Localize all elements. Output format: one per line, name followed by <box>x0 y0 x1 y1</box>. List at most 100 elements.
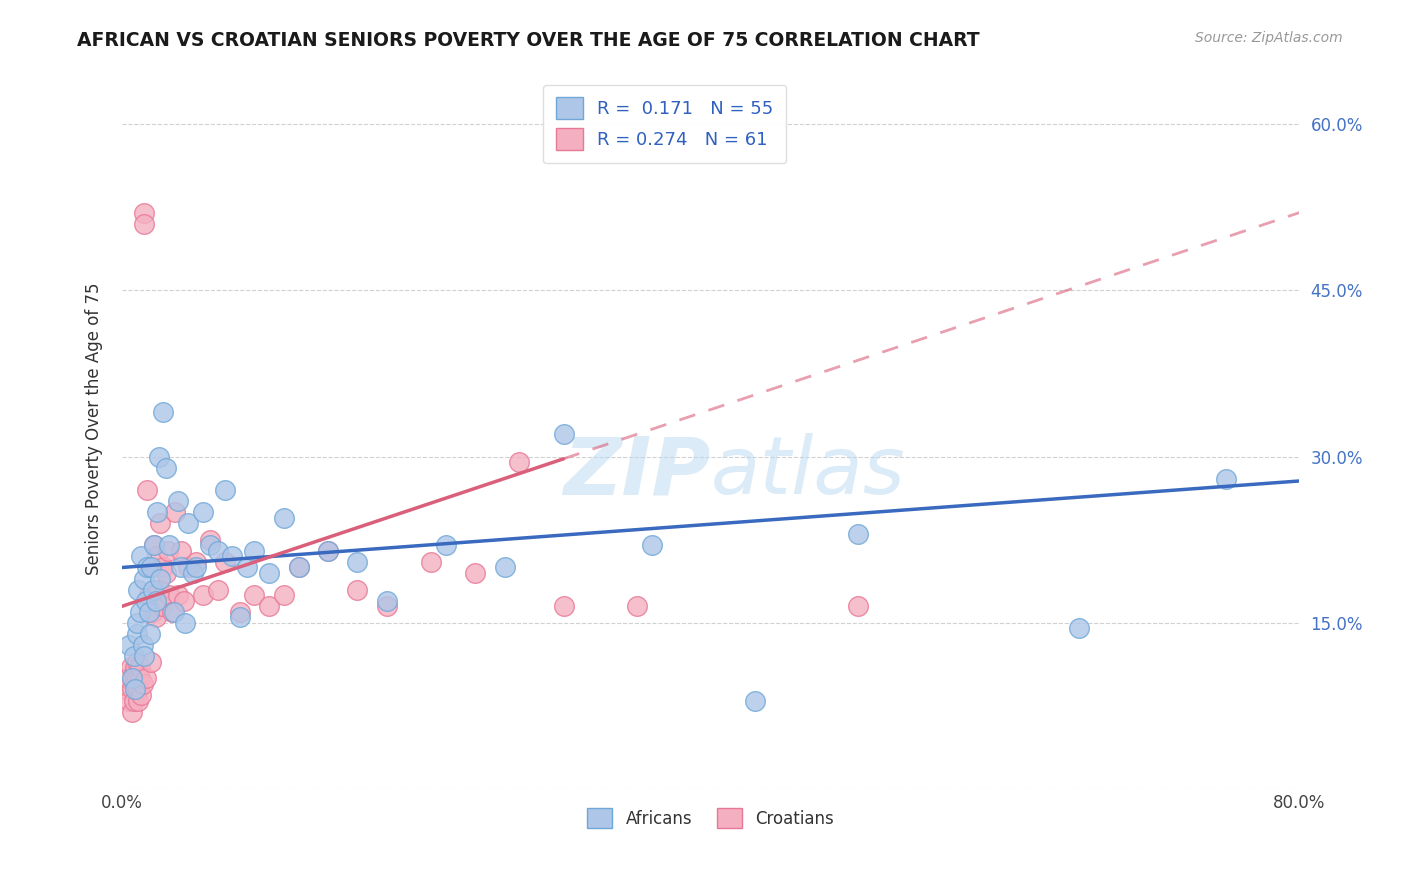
Point <box>152 560 174 574</box>
Point <box>243 588 266 602</box>
Point <box>641 538 664 552</box>
Point <box>375 593 398 607</box>
Point <box>236 560 259 574</box>
Point <box>1067 622 1090 636</box>
Point <box>464 566 486 580</box>
Point <box>124 660 146 674</box>
Point <box>134 649 156 664</box>
Point <box>287 560 309 574</box>
Point <box>127 693 149 707</box>
Point <box>131 677 153 691</box>
Point <box>157 588 180 602</box>
Point <box>177 516 200 530</box>
Point <box>138 605 160 619</box>
Point <box>136 560 159 574</box>
Text: Source: ZipAtlas.com: Source: ZipAtlas.com <box>1195 31 1343 45</box>
Point <box>257 566 280 580</box>
Point <box>145 593 167 607</box>
Point <box>181 566 204 580</box>
Point <box>120 660 142 674</box>
Point <box>200 533 222 547</box>
Point <box>115 682 138 697</box>
Point <box>494 560 516 574</box>
Point <box>846 527 869 541</box>
Point <box>145 610 167 624</box>
Point <box>170 560 193 574</box>
Point <box>184 560 207 574</box>
Point <box>744 693 766 707</box>
Point <box>139 627 162 641</box>
Point <box>127 582 149 597</box>
Point <box>553 599 575 614</box>
Point <box>346 582 368 597</box>
Point <box>134 217 156 231</box>
Point <box>207 582 229 597</box>
Point <box>229 610 252 624</box>
Point <box>149 516 172 530</box>
Point <box>163 505 186 519</box>
Point <box>117 671 139 685</box>
Point <box>316 544 339 558</box>
Point <box>142 582 165 597</box>
Point <box>146 549 169 564</box>
Point <box>141 655 163 669</box>
Point <box>346 555 368 569</box>
Point <box>200 538 222 552</box>
Point <box>152 405 174 419</box>
Point <box>135 593 157 607</box>
Point <box>121 671 143 685</box>
Point <box>125 627 148 641</box>
Point <box>131 638 153 652</box>
Point <box>148 450 170 464</box>
Point <box>139 560 162 574</box>
Point <box>129 688 152 702</box>
Point <box>127 682 149 697</box>
Point <box>136 483 159 497</box>
Point <box>174 615 197 630</box>
Point <box>191 588 214 602</box>
Text: atlas: atlas <box>710 434 905 511</box>
Point <box>846 599 869 614</box>
Point <box>128 671 150 685</box>
Text: AFRICAN VS CROATIAN SENIORS POVERTY OVER THE AGE OF 75 CORRELATION CHART: AFRICAN VS CROATIAN SENIORS POVERTY OVER… <box>77 31 980 50</box>
Point <box>1215 472 1237 486</box>
Point <box>122 693 145 707</box>
Point <box>121 682 143 697</box>
Point <box>167 588 190 602</box>
Point <box>134 205 156 219</box>
Point <box>316 544 339 558</box>
Point <box>157 538 180 552</box>
Point <box>434 538 457 552</box>
Point <box>155 460 177 475</box>
Point <box>128 660 150 674</box>
Point <box>125 615 148 630</box>
Point <box>124 682 146 697</box>
Point <box>191 505 214 519</box>
Point <box>118 638 141 652</box>
Point <box>170 544 193 558</box>
Point <box>508 455 530 469</box>
Point <box>122 665 145 680</box>
Point <box>214 483 236 497</box>
Point <box>553 427 575 442</box>
Point <box>148 582 170 597</box>
Point <box>143 538 166 552</box>
Point <box>134 572 156 586</box>
Point <box>129 549 152 564</box>
Point <box>167 494 190 508</box>
Y-axis label: Seniors Poverty Over the Age of 75: Seniors Poverty Over the Age of 75 <box>86 283 103 575</box>
Point <box>214 555 236 569</box>
Point <box>273 588 295 602</box>
Point <box>177 560 200 574</box>
Point <box>162 605 184 619</box>
Point <box>125 671 148 685</box>
Point <box>149 572 172 586</box>
Point <box>221 549 243 564</box>
Legend: Africans, Croatians: Africans, Croatians <box>581 801 841 835</box>
Point <box>118 693 141 707</box>
Point <box>420 555 443 569</box>
Point <box>135 671 157 685</box>
Point <box>122 649 145 664</box>
Point <box>160 605 183 619</box>
Point <box>143 538 166 552</box>
